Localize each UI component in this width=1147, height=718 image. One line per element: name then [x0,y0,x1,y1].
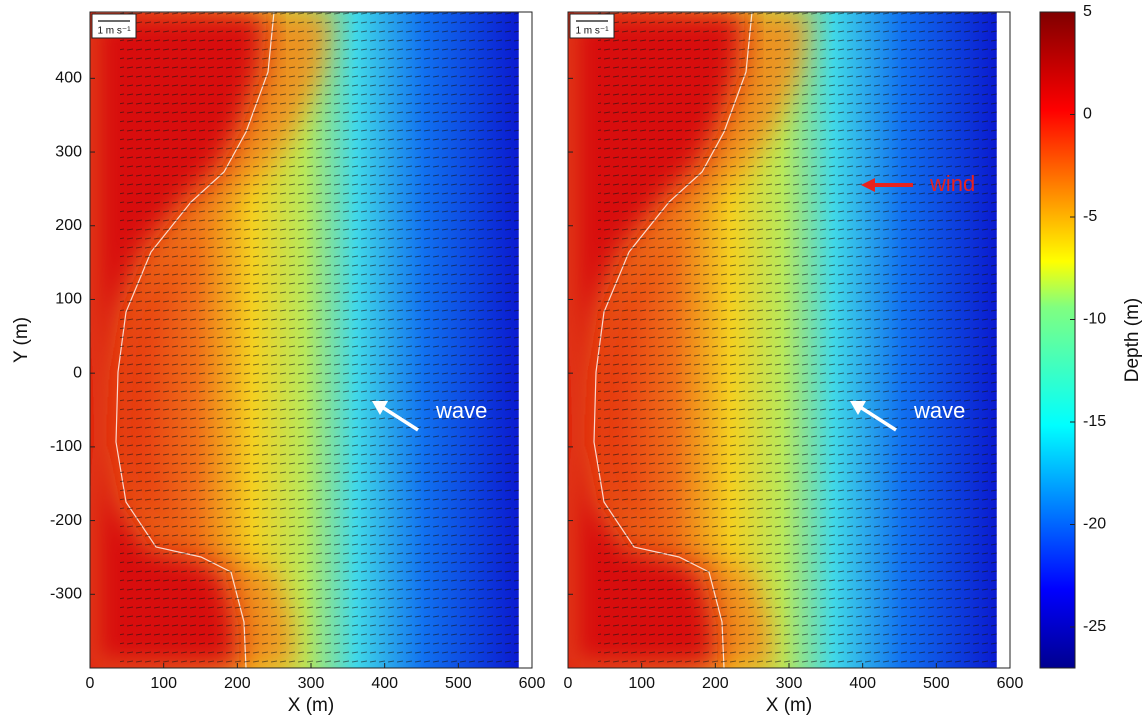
x-tick-label: 0 [86,675,95,692]
scale-label: 1 m s⁻¹ [575,26,609,37]
field [90,12,532,668]
annotation: wind [929,171,975,196]
wave-arrow [381,405,419,432]
x-tick-label: 500 [923,675,950,692]
x-tick-label: 300 [776,675,803,692]
wind-arrow-head [861,178,875,192]
x-tick-label: 400 [371,675,398,692]
x-tick-label: 0 [564,675,573,692]
colorbar-tick-label: -20 [1083,516,1106,533]
colorbar-tick-label: -25 [1083,618,1106,635]
scale-box [91,13,137,39]
x-axis-label: X (m) [288,695,334,716]
wave-arrow-head [850,401,866,415]
x-tick-label: 500 [445,675,472,692]
annotation: wave [913,398,965,423]
colorbar-tick-label: 5 [1083,3,1092,20]
vectors [120,12,519,668]
scale-box [569,13,615,39]
x-axis-label: X (m) [766,695,812,716]
wave-arrow [859,405,897,432]
colorbar-label: Depth (m) [1122,298,1143,382]
colorbar-tick-label: -10 [1083,311,1106,328]
y-tick-label: 100 [55,291,82,308]
scale-label: 1 m s⁻¹ [97,26,131,37]
x-tick-label: 600 [519,675,546,692]
colorbar-tick-label: -5 [1083,208,1097,225]
colorbar-tick-label: 0 [1083,106,1092,123]
y-tick-label: -300 [50,586,82,603]
y-tick-label: 200 [55,217,82,234]
wave-arrow-head [372,401,388,415]
y-axis-label: Y (m) [11,317,32,363]
y-tick-label: 300 [55,143,82,160]
y-tick-label: 400 [55,70,82,87]
vectors [598,12,997,668]
x-tick-label: 400 [849,675,876,692]
y-tick-label: 0 [73,364,82,381]
x-tick-label: 300 [298,675,325,692]
annotation: wave [435,398,487,423]
y-tick-label: -100 [50,438,82,455]
x-tick-label: 200 [702,675,729,692]
field [568,12,1010,668]
y-tick-label: -200 [50,512,82,529]
colorbar-tick-label: -15 [1083,413,1106,430]
x-tick-label: 100 [628,675,655,692]
x-tick-label: 200 [224,675,251,692]
x-tick-label: 100 [150,675,177,692]
x-tick-label: 600 [997,675,1024,692]
colorbar [1039,11,1076,669]
